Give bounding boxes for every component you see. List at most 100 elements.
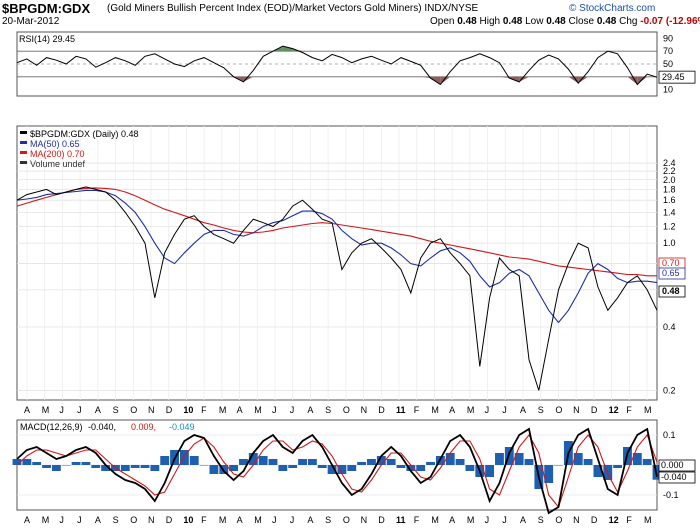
macd-histogram-bar [426,462,435,465]
macd-x-tick: D [591,515,598,525]
chart-header: $BPGDM:GDX (Gold Miners Bullish Percent … [0,0,700,32]
macd-x-tick: M [467,515,475,525]
price-x-tick: F [626,405,632,415]
macd-x-tick: 11 [396,515,406,525]
price-x-tick: M [254,405,261,415]
macd-histogram-bar [199,465,209,466]
ma50-last-value-box [658,267,686,280]
macd-histogram-bar [514,453,524,465]
low-value: 0.48 [546,16,566,27]
ma200-legend-swatch [20,151,27,154]
macd-histogram-bar [179,450,189,465]
macd-histogram-bar [544,465,554,483]
price-legend-swatch [20,131,27,134]
macd-histogram-bar [554,465,563,466]
macd-x-tick: J [77,515,82,525]
ma50-legend: MA(50) 0.65 [30,139,80,149]
macd-x-tick: J [502,515,507,525]
ma200-last-value: 0.70 [662,258,680,268]
price-x-tick: J [272,405,277,415]
price-x-tick: M [219,405,227,415]
macd-histogram-bar [632,453,642,465]
macd-histogram-bar [160,456,170,465]
chg-label: Chg [619,16,638,27]
macd-x-tick: S [538,515,544,525]
macd-histogram-bar [455,459,465,465]
low-label: Low [525,16,544,27]
price-y-tick: 0.4 [663,322,676,332]
price-x-tick: A [237,405,243,415]
price-x-tick: O [130,405,137,415]
macd-legend-part: -0.040, [88,422,116,432]
macd-line [16,427,658,515]
price-last-value-box [658,285,686,298]
macd-legend-part: MACD(12,26,9) [20,422,83,432]
macd-histogram-bar [396,465,406,468]
macd-x-tick: F [626,515,632,525]
ma50-line [16,189,658,324]
macd-histogram-bar [101,465,111,471]
chart-date: 20-Mar-2012 [2,16,60,27]
ma50-last-value: 0.65 [662,268,680,278]
macd-histogram-bar [130,465,140,468]
macd-histogram-bar [613,465,623,468]
price-x-tick: A [449,405,455,415]
macd-legend-part: -0.049 [169,422,195,432]
price-y-tick: 1.0 [663,238,676,248]
macd-histogram-bar [386,459,396,465]
rsi-y-tick: 70 [663,46,673,56]
macd-histogram-bar [337,465,347,474]
price-panel-frame [16,125,658,401]
price-x-tick: D [378,405,385,415]
price-x-tick: D [166,405,173,415]
macd-x-tick: A [520,515,526,525]
rsi-oversold-fill [637,76,648,85]
macd-x-tick: O [555,515,562,525]
macd-histogram-bar [288,465,298,468]
macd-histogram-bar [593,465,603,477]
price-x-tick: J [502,405,507,415]
rsi-oversold-fill [627,76,638,85]
close-value: 0.48 [596,16,617,27]
macd-histogram-bar [347,465,357,471]
macd-x-tick: A [307,515,313,525]
price-x-tick: N [573,405,580,415]
price-last-value: 0.48 [662,286,680,296]
macd-x-tick: N [573,515,580,525]
macd-histogram-bar [12,459,22,465]
price-x-tick: O [343,405,350,415]
price-y-tick: 1.4 [663,207,676,217]
macd-histogram-bar [81,462,91,465]
price-x-tick: 12 [609,405,619,415]
rsi-y-tick: 50 [663,59,673,69]
macd-histogram-bar [258,456,268,465]
price-x-tick: F [414,405,420,415]
macd-x-tick: M [219,515,227,525]
rsi-oversold-fill [519,76,529,82]
macd-histogram-bar [524,459,534,465]
macd-last-value-box [658,459,696,472]
macd-histogram-bar [406,465,416,471]
macd-x-tick: D [166,515,173,525]
open-value: 0.48 [457,16,477,27]
price-x-tick: 10 [183,405,193,415]
price-x-tick: S [325,405,331,415]
macd-x-tick: M [42,515,50,525]
rsi-oversold-fill [578,76,589,84]
high-value: 0.48 [502,16,523,27]
price-y-tick: 2.2 [663,166,676,176]
macd-x-tick: N [361,515,368,525]
price-y-tick: 1.8 [663,184,676,194]
macd-histogram-bar [278,465,288,471]
ma200-line [16,187,657,277]
macd-histogram-bar [71,462,81,465]
symbol-title: $BPGDM:GDX [2,1,91,16]
symbol-description: (Gold Miners Bullish Percent Index (EOD)… [107,3,479,14]
macd-histogram-bar [307,459,317,465]
price-x-tick: S [538,405,544,415]
macd-last-value: -0.040 [661,472,687,482]
price-x-tick: A [307,405,313,415]
macd-histogram-bar [91,465,101,468]
macd-histogram-bar [239,459,248,465]
macd-histogram-bar [150,465,160,471]
